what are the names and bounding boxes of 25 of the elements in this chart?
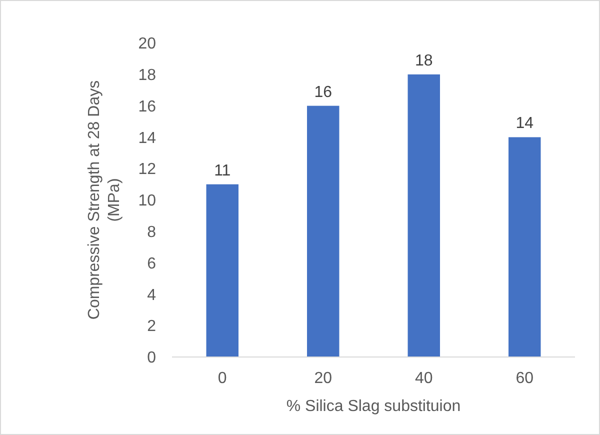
x-tick-label: 60 xyxy=(516,370,534,387)
y-tick-label: 2 xyxy=(147,318,156,336)
bar xyxy=(408,74,440,357)
y-tick-label: 12 xyxy=(138,161,156,178)
y-tick-label: 18 xyxy=(138,67,156,84)
y-tick-label: 6 xyxy=(147,255,156,272)
x-tick-label: 0 xyxy=(218,370,227,387)
y-tick-label: 0 xyxy=(147,350,156,367)
bar xyxy=(508,137,541,357)
y-axis-title: Compressive Strength at 28 Days (MPa) xyxy=(86,80,123,320)
y-tick-label: 4 xyxy=(147,286,156,304)
y-tick-label: 20 xyxy=(138,36,156,53)
x-tick-label: 20 xyxy=(314,370,332,387)
x-tick-label: 40 xyxy=(414,370,433,387)
y-tick-label: 10 xyxy=(138,192,156,210)
y-tick-label: 16 xyxy=(138,98,156,116)
y-tick-label: 8 xyxy=(147,224,156,241)
y-tick-label: 14 xyxy=(138,130,156,147)
x-axis-title: % Silica Slag substituion xyxy=(286,398,461,415)
data-label: 11 xyxy=(214,162,231,180)
data-label: 18 xyxy=(414,52,433,70)
bar xyxy=(206,184,238,357)
bar xyxy=(307,106,340,357)
data-label: 16 xyxy=(314,84,332,101)
data-label: 14 xyxy=(516,115,534,132)
